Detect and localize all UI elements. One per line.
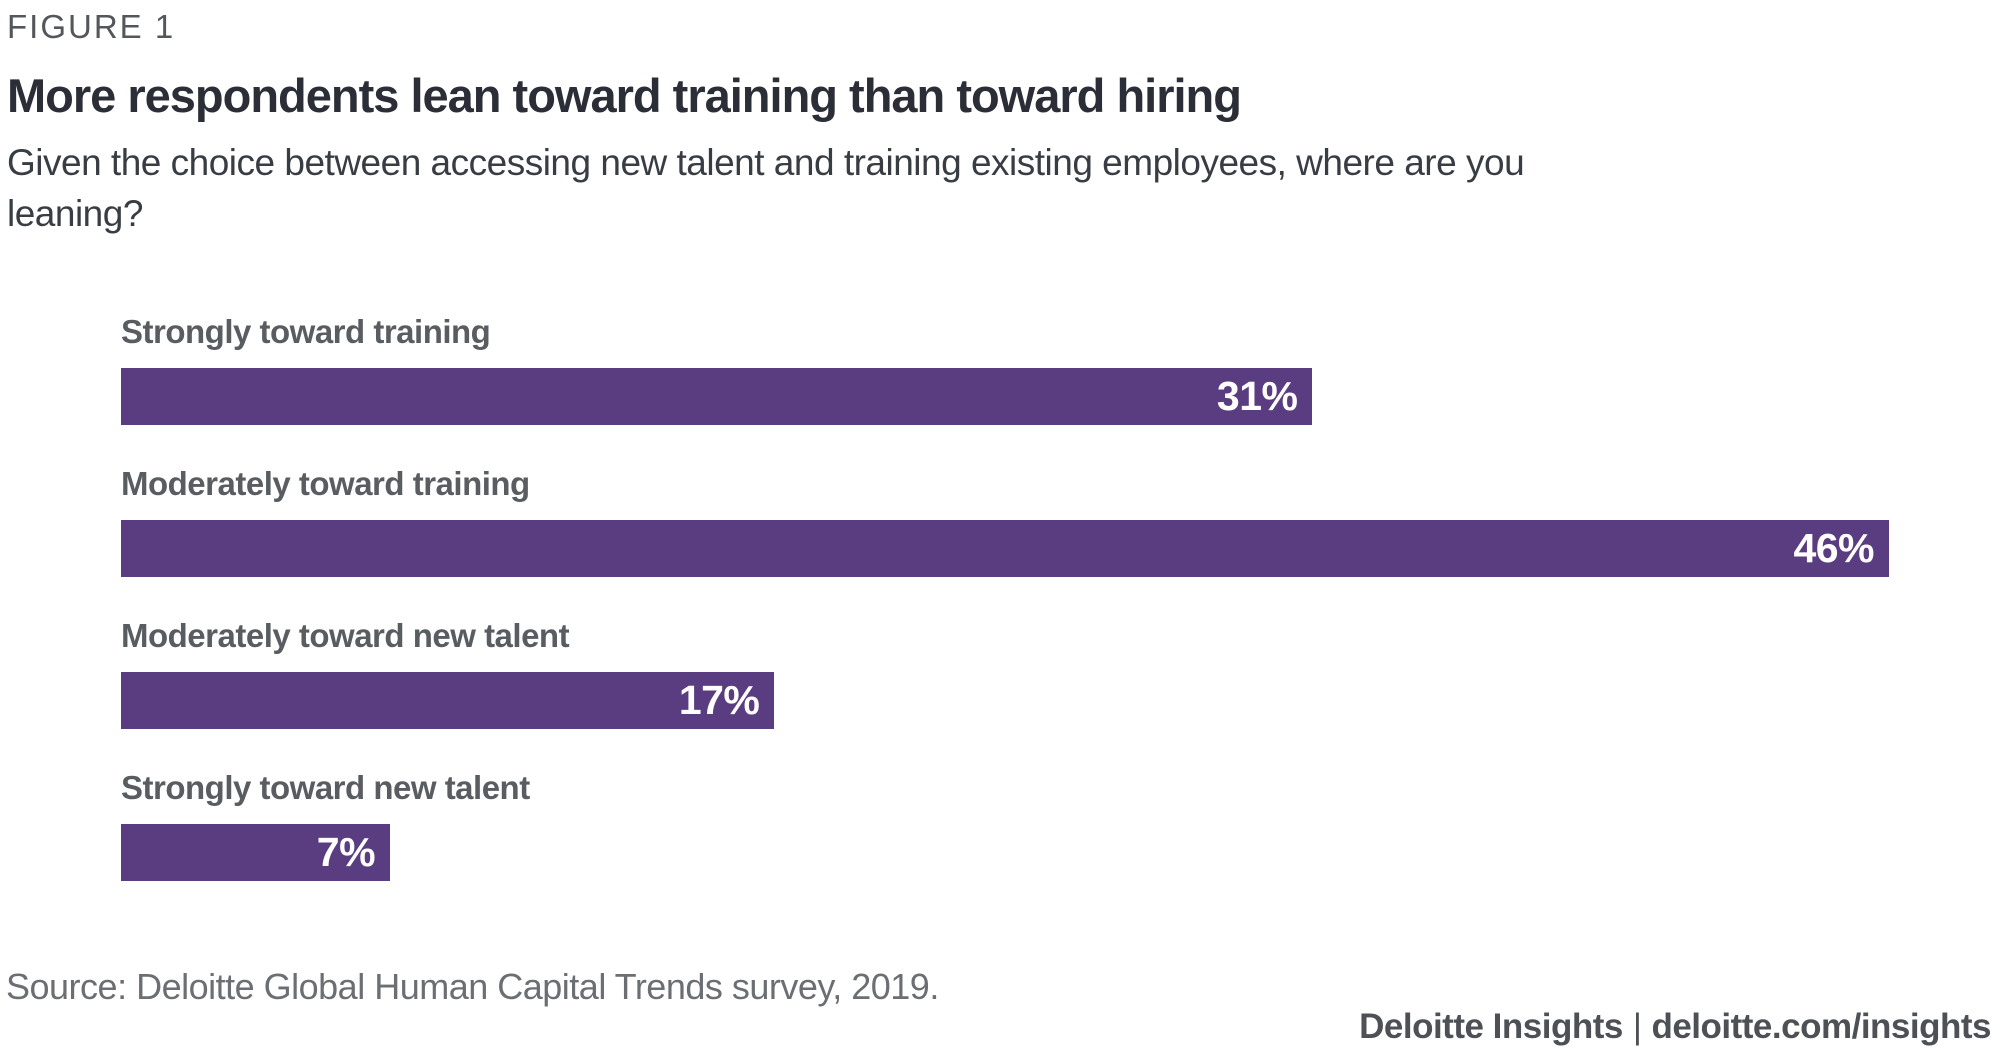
bar-value-label: 7% <box>316 829 376 875</box>
bar-track: 17% <box>121 672 1889 729</box>
footer-separator: | <box>1632 1007 1642 1046</box>
bar: 7% <box>121 824 391 881</box>
figure-subtitle: Given the choice between accessing new t… <box>7 142 1525 235</box>
bar-category-label: Strongly toward new talent <box>121 769 530 806</box>
brand-footer: Deloitte Insights | deloitte.com/insights <box>1359 1007 1991 1047</box>
brand-url: deloitte.com/insights <box>1651 1007 1991 1046</box>
figure-number-label: FIGURE 1 <box>7 8 176 45</box>
bar: 17% <box>121 672 775 729</box>
chart-row: Moderately toward new talent 17% <box>121 615 1889 729</box>
figure-title: More respondents lean toward training th… <box>7 69 1242 122</box>
bar-value-label: 17% <box>678 677 760 723</box>
bar-value-label: 46% <box>1793 525 1874 571</box>
bar-category-label: Moderately toward training <box>121 465 530 502</box>
bar-chart: Strongly toward training 31% Moderately … <box>121 311 1889 919</box>
bar-track: 7% <box>121 824 1889 881</box>
bar-track: 46% <box>121 520 1889 577</box>
chart-row: Strongly toward new talent 7% <box>121 767 1889 881</box>
bar-track: 31% <box>121 368 1889 425</box>
bar: 31% <box>121 368 1313 425</box>
brand-name: Deloitte Insights <box>1359 1007 1623 1046</box>
chart-row: Moderately toward training 46% <box>121 463 1889 577</box>
chart-row: Strongly toward training 31% <box>121 311 1889 425</box>
bar-value-label: 31% <box>1216 373 1298 419</box>
source-note: Source: Deloitte Global Human Capital Tr… <box>6 966 939 1007</box>
bar-category-label: Moderately toward new talent <box>121 617 570 654</box>
figure-header: FIGURE 1 More respondents lean toward tr… <box>7 8 1987 239</box>
bar: 46% <box>121 520 1889 577</box>
bar-category-label: Strongly toward training <box>121 313 491 350</box>
